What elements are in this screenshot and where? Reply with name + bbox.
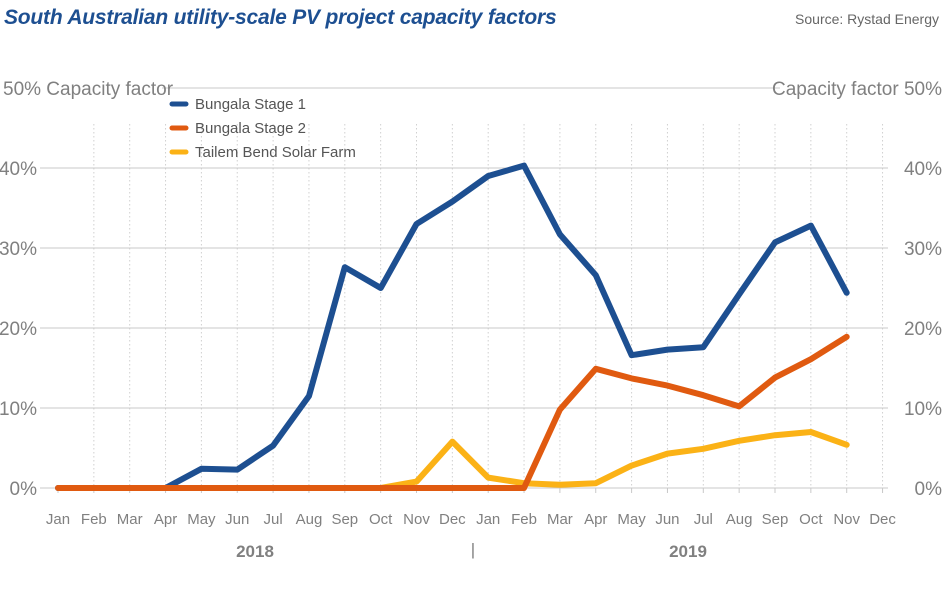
x-tick-label: Dec: [869, 511, 896, 528]
chart-title: South Australian utility-scale PV projec…: [4, 6, 557, 29]
series-line-tailem-bend-solar-farm: [377, 429, 850, 491]
x-tick-label: Aug: [296, 511, 323, 528]
x-tick-label: Sep: [331, 511, 358, 528]
x-tick-label: Jan: [46, 511, 70, 528]
x-tick-label: Apr: [154, 511, 177, 528]
y-tick-label-left: 20%: [0, 319, 37, 340]
x-tick-label: May: [617, 511, 646, 528]
y-tick-label-right: 20%: [904, 319, 942, 340]
x-tick-label: Nov: [833, 511, 860, 528]
x-tick-label: Jul: [694, 511, 713, 528]
x-tick-label: Feb: [511, 511, 537, 528]
x-tick-label: Mar: [547, 511, 573, 528]
y-tick-label-right: 30%: [904, 239, 942, 260]
year-label: 2019: [669, 542, 707, 561]
x-tick-label: Dec: [439, 511, 466, 528]
y-tick-label-right: Capacity factor 50%: [772, 79, 942, 100]
y-tick-label-right: 10%: [904, 399, 942, 420]
x-tick-label: Apr: [584, 511, 607, 528]
y-tick-label-left: 50% Capacity factor: [3, 79, 174, 100]
legend-label: Bungala Stage 1: [195, 96, 306, 113]
x-tick-label: Oct: [369, 511, 393, 528]
x-tick-label: Mar: [117, 511, 143, 528]
x-tick-label: Nov: [403, 511, 430, 528]
x-tick-label: Jun: [225, 511, 249, 528]
series: [55, 162, 850, 491]
y-tick-label-right: 0%: [915, 479, 943, 500]
y-tick-label-left: 40%: [0, 159, 37, 180]
x-tick-label: Jul: [264, 511, 283, 528]
legend-label: Tailem Bend Solar Farm: [195, 144, 356, 161]
x-tick-label: Oct: [799, 511, 823, 528]
series-line-bungala-stage-1: [55, 162, 850, 491]
x-tick-label: Jan: [476, 511, 500, 528]
y-tick-label-left: 0%: [10, 479, 38, 500]
legend-label: Bungala Stage 2: [195, 120, 306, 137]
x-tick-label: Sep: [762, 511, 789, 528]
x-tick-label: Jun: [655, 511, 679, 528]
x-tick-label: Feb: [81, 511, 107, 528]
y-tick-label-left: 30%: [0, 239, 37, 260]
series-line-bungala-stage-2: [55, 333, 850, 491]
source-note: Source: Rystad Energy: [795, 11, 939, 27]
y-tick-label-right: 40%: [904, 159, 942, 180]
year-label: 2018: [236, 542, 274, 561]
legend: Bungala Stage 1 Bungala Stage 2 Tailem Ben…: [169, 96, 356, 161]
y-tick-label-left: 10%: [0, 399, 37, 420]
x-tick-label: Aug: [726, 511, 753, 528]
axes: 0% 0% 10% 10% 20% 20% 30% 30% 40% 40% 50% Capacity…: [0, 79, 942, 561]
x-tick-label: May: [187, 511, 216, 528]
grid: [40, 87, 888, 489]
year-separator: |: [471, 540, 475, 559]
